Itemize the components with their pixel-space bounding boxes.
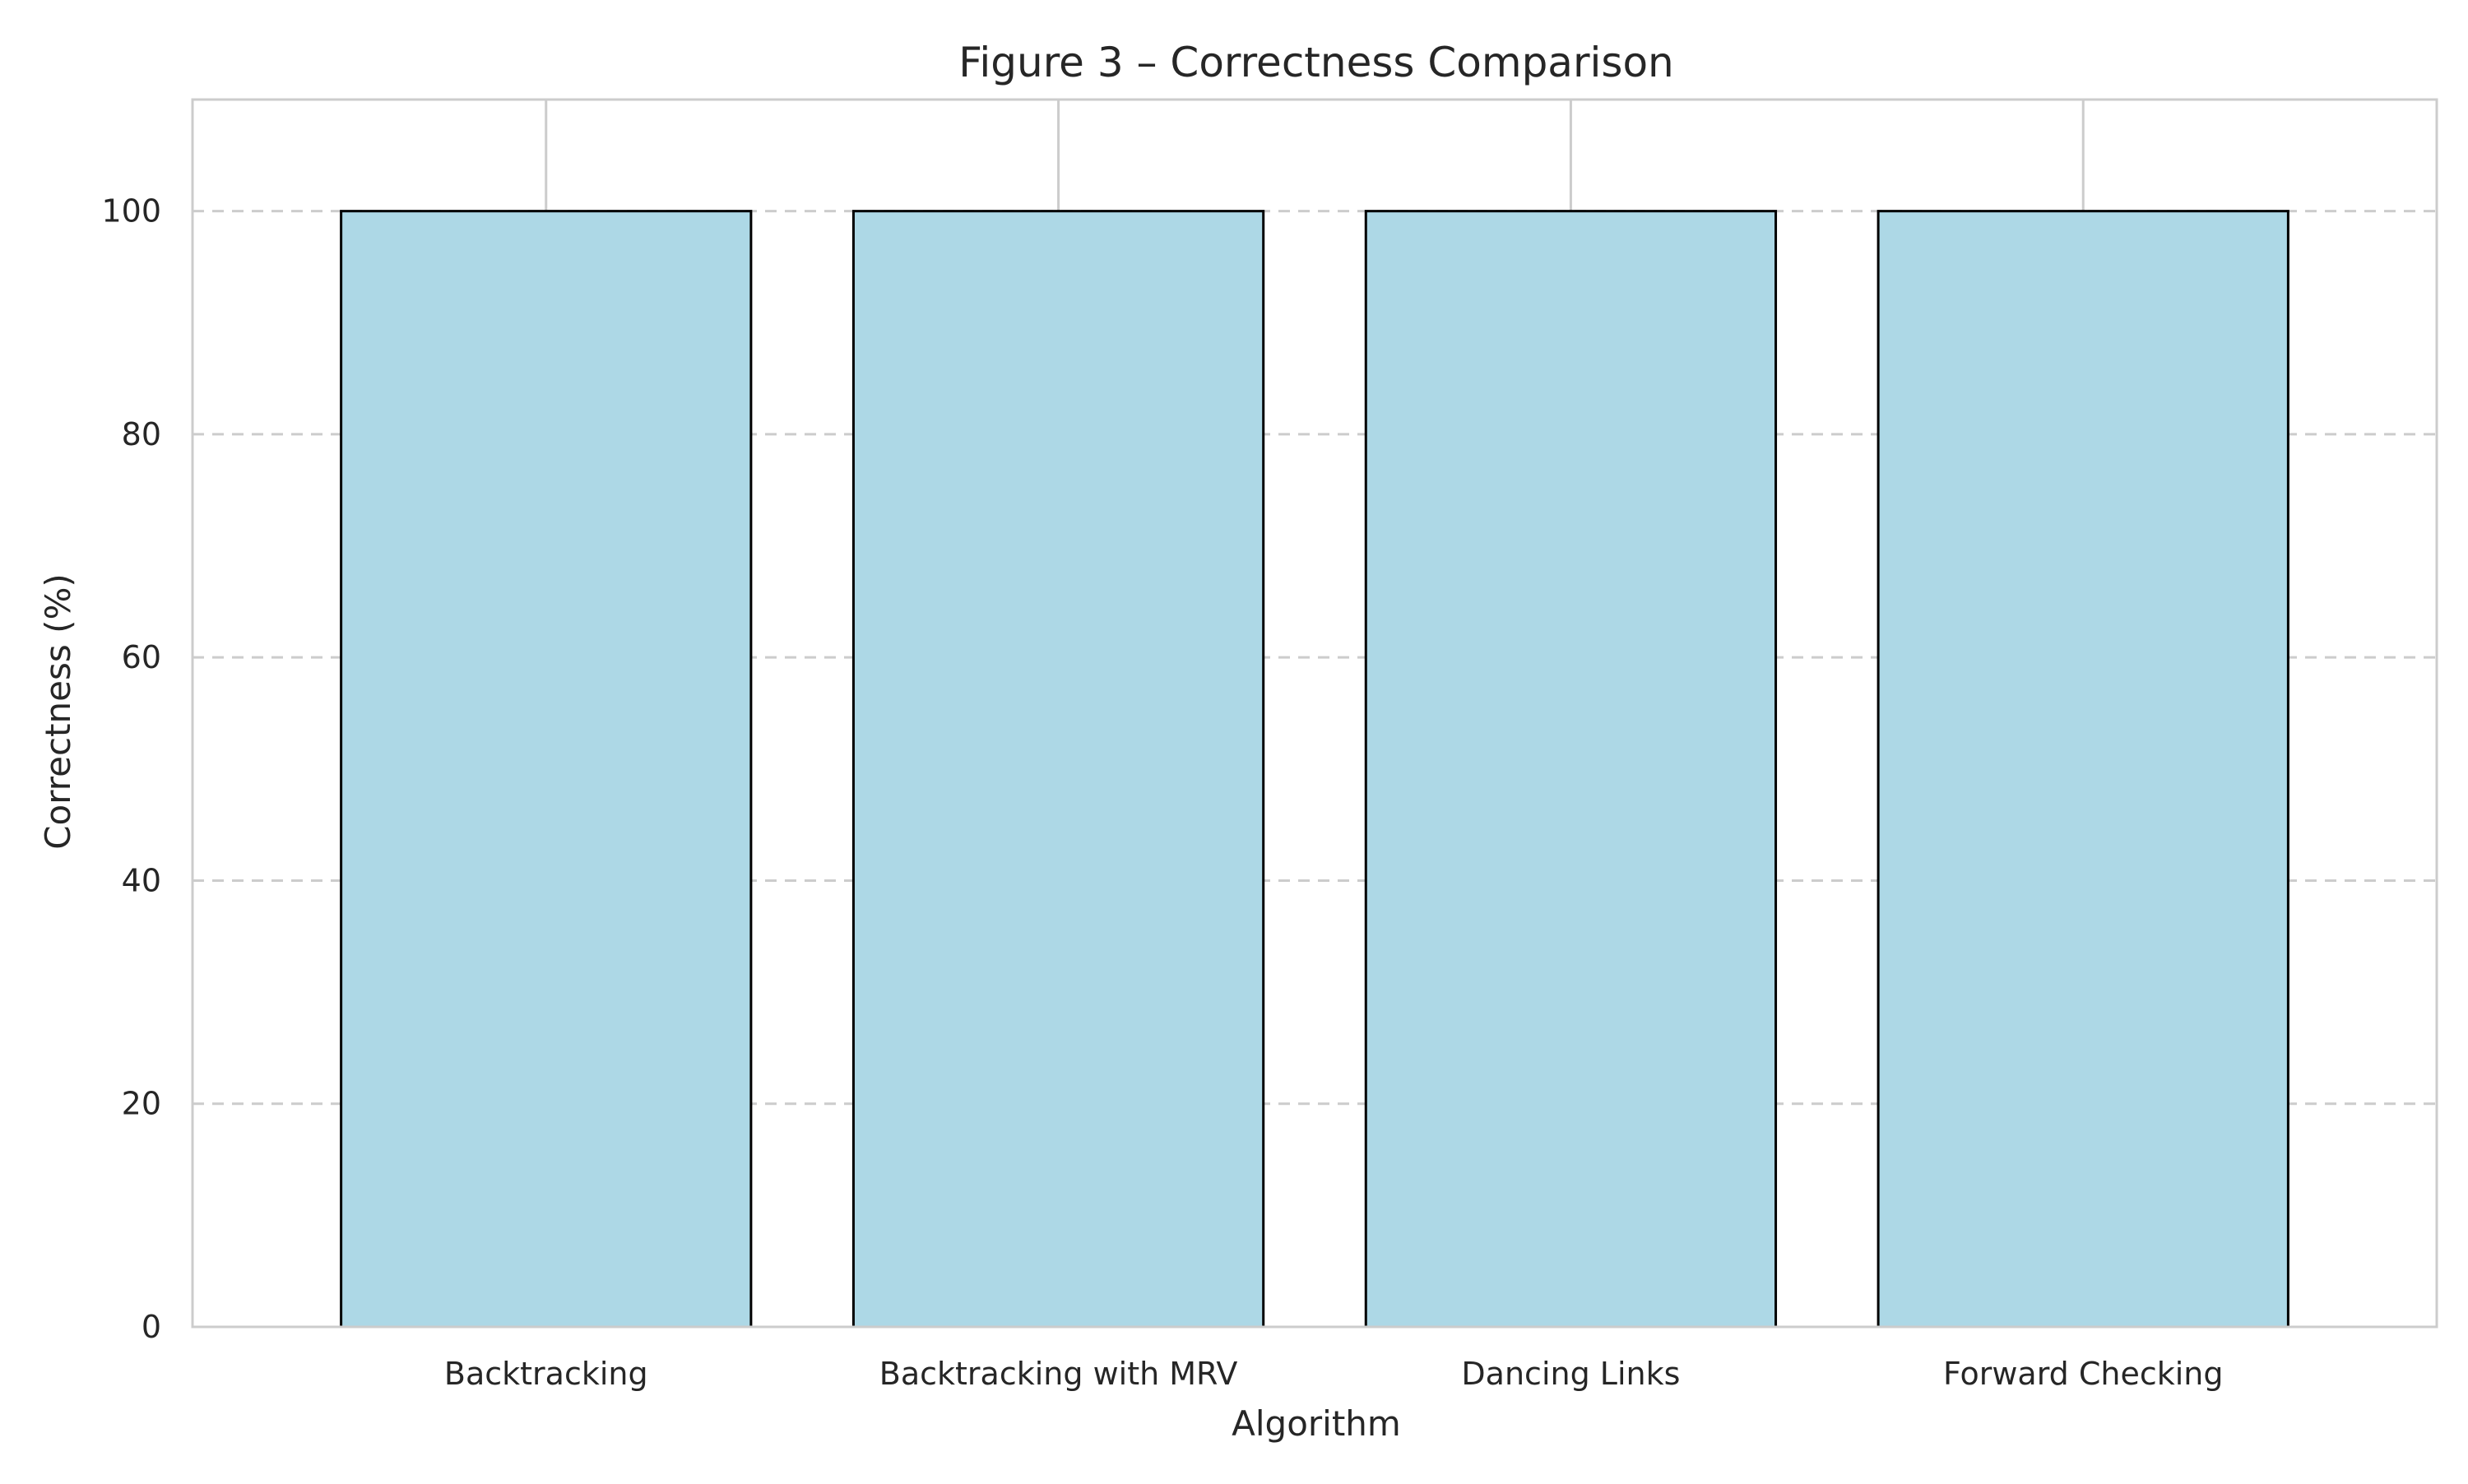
x-axis-ticks: Backtracking Backtracking with MRV Dancing… (444, 1356, 2224, 1392)
bar (1877, 210, 2289, 1329)
x-tick-label: Dancing Links (1461, 1356, 1680, 1392)
y-tick-label: 0 (141, 1309, 161, 1345)
bar (340, 210, 753, 1329)
y-tick-label: 20 (122, 1086, 161, 1122)
plot-frame (191, 98, 2438, 1329)
y-axis-label: Correctness (%) (38, 573, 78, 850)
x-tick-label: Backtracking with MRV (879, 1356, 1238, 1392)
bar (1364, 210, 1778, 1329)
y-tick-label: 40 (122, 862, 161, 898)
y-axis-ticks: 0 20 40 60 80 100 (101, 193, 161, 1345)
x-axis-label: Algorithm (1232, 1403, 1401, 1444)
y-tick-label: 100 (101, 193, 161, 230)
chart-title: Figure 3 – Correctness Comparison (958, 39, 1673, 86)
y-tick-label: 80 (122, 416, 161, 452)
bar (851, 210, 1265, 1329)
x-tick-label: Forward Checking (1943, 1356, 2224, 1392)
y-tick-label: 60 (122, 639, 161, 675)
x-tick-label: Backtracking (444, 1356, 648, 1392)
bars-layer (340, 210, 2289, 1329)
